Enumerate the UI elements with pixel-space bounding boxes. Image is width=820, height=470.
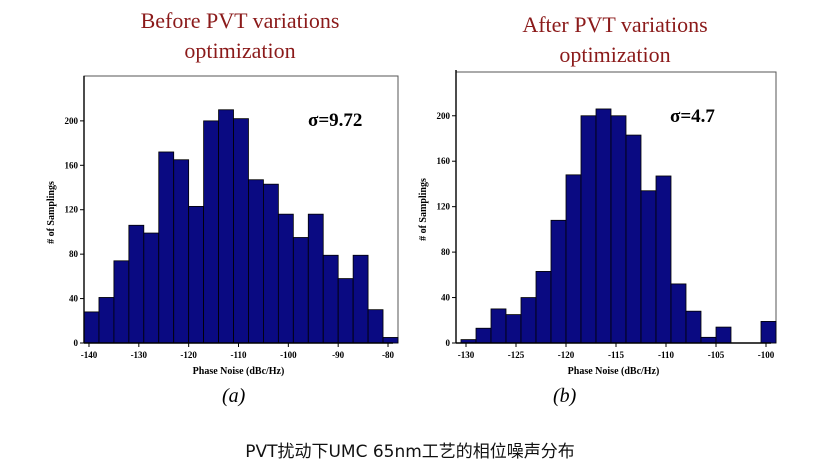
sigma-annotation: σ=9.72 — [308, 110, 362, 131]
x-axis-label: Phase Noise (dBc/Hz) — [193, 366, 285, 377]
histogram-bar — [173, 159, 190, 344]
y-tick-label: 120 — [437, 202, 451, 212]
y-axis-label: # of Samplings — [46, 181, 57, 244]
x-tick-label: -100 — [280, 350, 297, 360]
y-tick-label: 80 — [69, 249, 79, 259]
x-tick-label: -120 — [558, 350, 575, 360]
y-tick-label: 200 — [437, 111, 451, 121]
histogram-bar — [367, 309, 384, 344]
histogram-bar — [550, 219, 567, 344]
histogram-bar — [565, 174, 582, 344]
histogram-bar — [113, 260, 130, 344]
histogram-bar — [520, 297, 537, 344]
histogram-bar — [203, 120, 219, 344]
histogram-bar — [505, 314, 522, 344]
histogram-bar — [233, 118, 249, 344]
histogram-bar — [595, 108, 612, 344]
chart-a: 0 40 80 120 160 200 -140 -130 -120 -110 -100 -90 -80… — [46, 75, 399, 377]
x-tick-label: -115 — [608, 350, 625, 360]
y-tick-label: 160 — [437, 156, 451, 166]
chart-b: 0 40 80 120 160 200 -130 -125 -120 -115 -110 -105 -1… — [418, 70, 777, 377]
histogram-bar — [352, 254, 369, 344]
histogram-bar — [158, 151, 175, 344]
sigma-annotation: σ=4.7 — [670, 106, 715, 127]
y-tick-label: 200 — [65, 116, 79, 126]
histogram-bar — [277, 213, 294, 344]
histogram-bar — [715, 326, 732, 344]
x-tick-label: -125 — [508, 350, 525, 360]
chart-a-title-line-1: Before PVT variations — [140, 8, 340, 33]
histogram-bar — [218, 109, 234, 344]
histogram-bar — [490, 308, 507, 344]
histogram-bar — [337, 278, 354, 344]
histogram-bar — [610, 115, 627, 344]
x-tick-label: -80 — [382, 350, 394, 360]
figure-caption: PVT扰动下UMC 65nm工艺的相位噪声分布 — [245, 442, 575, 462]
histogram-bar — [655, 175, 672, 344]
histogram-bar — [248, 179, 264, 344]
x-tick-label: -110 — [658, 350, 675, 360]
x-tick-label: -90 — [332, 350, 344, 360]
histogram-bar — [670, 283, 687, 344]
histogram-bar — [292, 237, 309, 344]
subfigure-a-label: (a) — [222, 385, 246, 407]
y-tick-label: 80 — [441, 247, 451, 257]
x-tick-label: -140 — [81, 350, 98, 360]
histogram-bar — [143, 232, 160, 344]
histogram-bar — [382, 337, 399, 344]
y-axis-label: # of Samplings — [418, 178, 429, 241]
x-axis-label: Phase Noise (dBc/Hz) — [568, 366, 660, 377]
histogram-bar — [322, 254, 339, 344]
y-tick-label: 120 — [65, 205, 79, 215]
chart-a-title: Before PVT variations optimization — [90, 6, 390, 66]
chart-a-title-line-2: optimization — [184, 38, 296, 63]
y-tick-label: 40 — [69, 294, 79, 304]
histogram-bar — [760, 321, 777, 344]
chart-b-title-line-2: optimization — [559, 42, 671, 67]
y-tick-label: 160 — [65, 160, 79, 170]
histogram-bar — [128, 224, 145, 344]
histogram-bar — [188, 205, 205, 344]
histogram-bar — [307, 213, 324, 344]
histogram-bar — [475, 327, 492, 344]
histogram-bar — [640, 190, 657, 344]
y-tick-label: 40 — [441, 293, 451, 303]
y-tick-label: 0 — [446, 338, 451, 348]
histogram-bar — [83, 311, 100, 344]
y-tick-label: 0 — [74, 338, 79, 348]
histogram-bar — [535, 271, 552, 344]
x-tick-label: -110 — [230, 350, 247, 360]
histogram-bar — [580, 115, 597, 344]
x-tick-label: -100 — [758, 350, 775, 360]
histogram-bar — [685, 310, 702, 344]
x-tick-label: -120 — [180, 350, 197, 360]
x-tick-label: -105 — [708, 350, 725, 360]
x-tick-label: -130 — [458, 350, 475, 360]
chart-b-title-line-1: After PVT variations — [522, 12, 708, 37]
x-tick-label: -130 — [131, 350, 148, 360]
histogram-bar — [700, 336, 717, 344]
histogram-bar — [625, 134, 642, 344]
subfigure-b-label: (b) — [553, 385, 577, 407]
histogram-bar — [98, 297, 115, 344]
histogram-bar — [263, 183, 279, 344]
chart-b-title: After PVT variations optimization — [470, 10, 760, 70]
